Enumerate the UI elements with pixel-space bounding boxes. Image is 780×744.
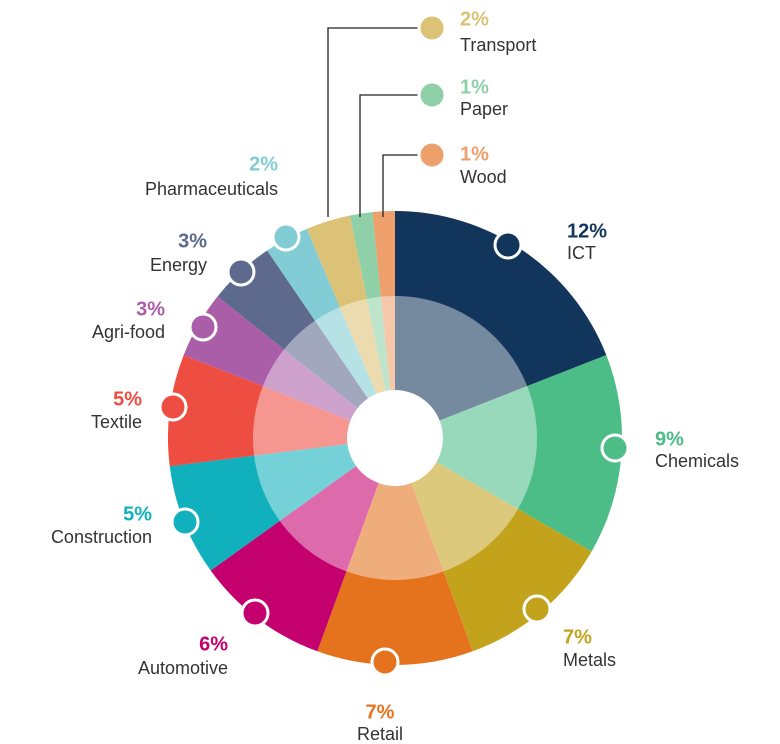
category-label: Transport [460,35,536,55]
category-label: Textile [91,412,142,432]
value-label: 3% [178,230,207,252]
category-label: Wood [460,167,507,187]
slice [395,211,607,421]
slice [168,355,351,467]
category-label: Agri-food [92,322,165,342]
category-label: Paper [460,99,508,119]
slice [317,483,473,666]
slice [306,215,386,394]
slice [183,296,358,421]
slice [372,211,395,391]
category-label: Energy [150,255,207,275]
slice [350,212,391,391]
label-dot [271,222,301,252]
value-label: 9% [655,428,684,450]
leader-line [327,27,432,217]
category-label: ICT [567,243,596,263]
label-dot [226,257,256,287]
leader-line [359,94,432,217]
slice [169,443,357,571]
value-label: 2% [249,153,278,175]
value-label: 6% [199,633,228,655]
label-dot [493,230,523,260]
slice [217,250,368,409]
value-label: 2% [460,8,489,30]
value-label: 5% [113,388,142,410]
label-dot [417,80,447,110]
category-label: Automotive [138,658,228,678]
value-label: 7% [563,626,592,648]
label-dot [158,392,188,422]
value-label: 1% [460,143,489,165]
slice [267,228,377,399]
category-label: Metals [563,650,616,670]
category-label: Retail [357,724,403,744]
label-dot [600,433,630,463]
value-label: 1% [460,76,489,98]
value-label: 7% [366,701,395,723]
label-dot [417,13,447,43]
label-dot [240,598,270,628]
label-dot [417,140,447,170]
label-dot [188,312,218,342]
label-dot [170,507,200,537]
label-dot [370,647,400,677]
label-dot [522,594,552,624]
slice [436,355,622,552]
category-label: Pharmaceuticals [145,179,278,199]
value-label: 5% [123,503,152,525]
category-label: Construction [51,527,152,547]
value-label: 3% [136,298,165,320]
inner-ring-tint [253,296,537,580]
category-label: Chemicals [655,451,739,471]
leader-line [382,154,432,217]
value-label: 12% [567,220,607,242]
